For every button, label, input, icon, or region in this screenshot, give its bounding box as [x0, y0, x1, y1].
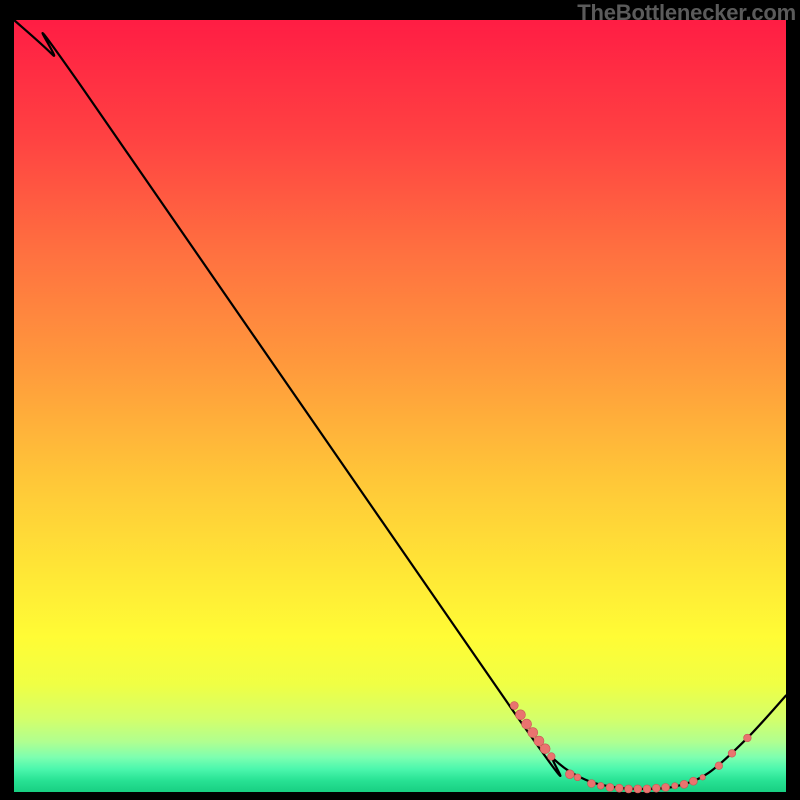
data-marker [574, 774, 581, 781]
data-marker [587, 780, 595, 788]
data-marker [662, 783, 670, 791]
data-marker [510, 702, 518, 710]
data-marker [715, 762, 723, 770]
data-marker [615, 784, 623, 792]
data-marker [548, 753, 556, 761]
data-marker [700, 775, 706, 781]
data-marker [528, 728, 538, 738]
gradient-background [14, 20, 786, 792]
data-marker [606, 783, 614, 791]
data-marker [515, 710, 525, 720]
data-marker [643, 785, 651, 793]
data-marker [652, 784, 660, 792]
data-marker [672, 783, 678, 789]
data-marker [625, 785, 633, 793]
data-marker [744, 734, 752, 742]
data-marker [597, 782, 604, 789]
data-marker [728, 750, 736, 758]
data-marker [565, 770, 574, 779]
chart-container: TheBottlenecker.com [0, 0, 800, 800]
data-marker [680, 780, 688, 788]
data-marker [540, 744, 550, 754]
bottleneck-chart [0, 0, 800, 800]
data-marker [689, 777, 697, 785]
data-marker [634, 785, 642, 793]
attribution-label: TheBottlenecker.com [577, 0, 796, 26]
data-marker [522, 719, 532, 729]
